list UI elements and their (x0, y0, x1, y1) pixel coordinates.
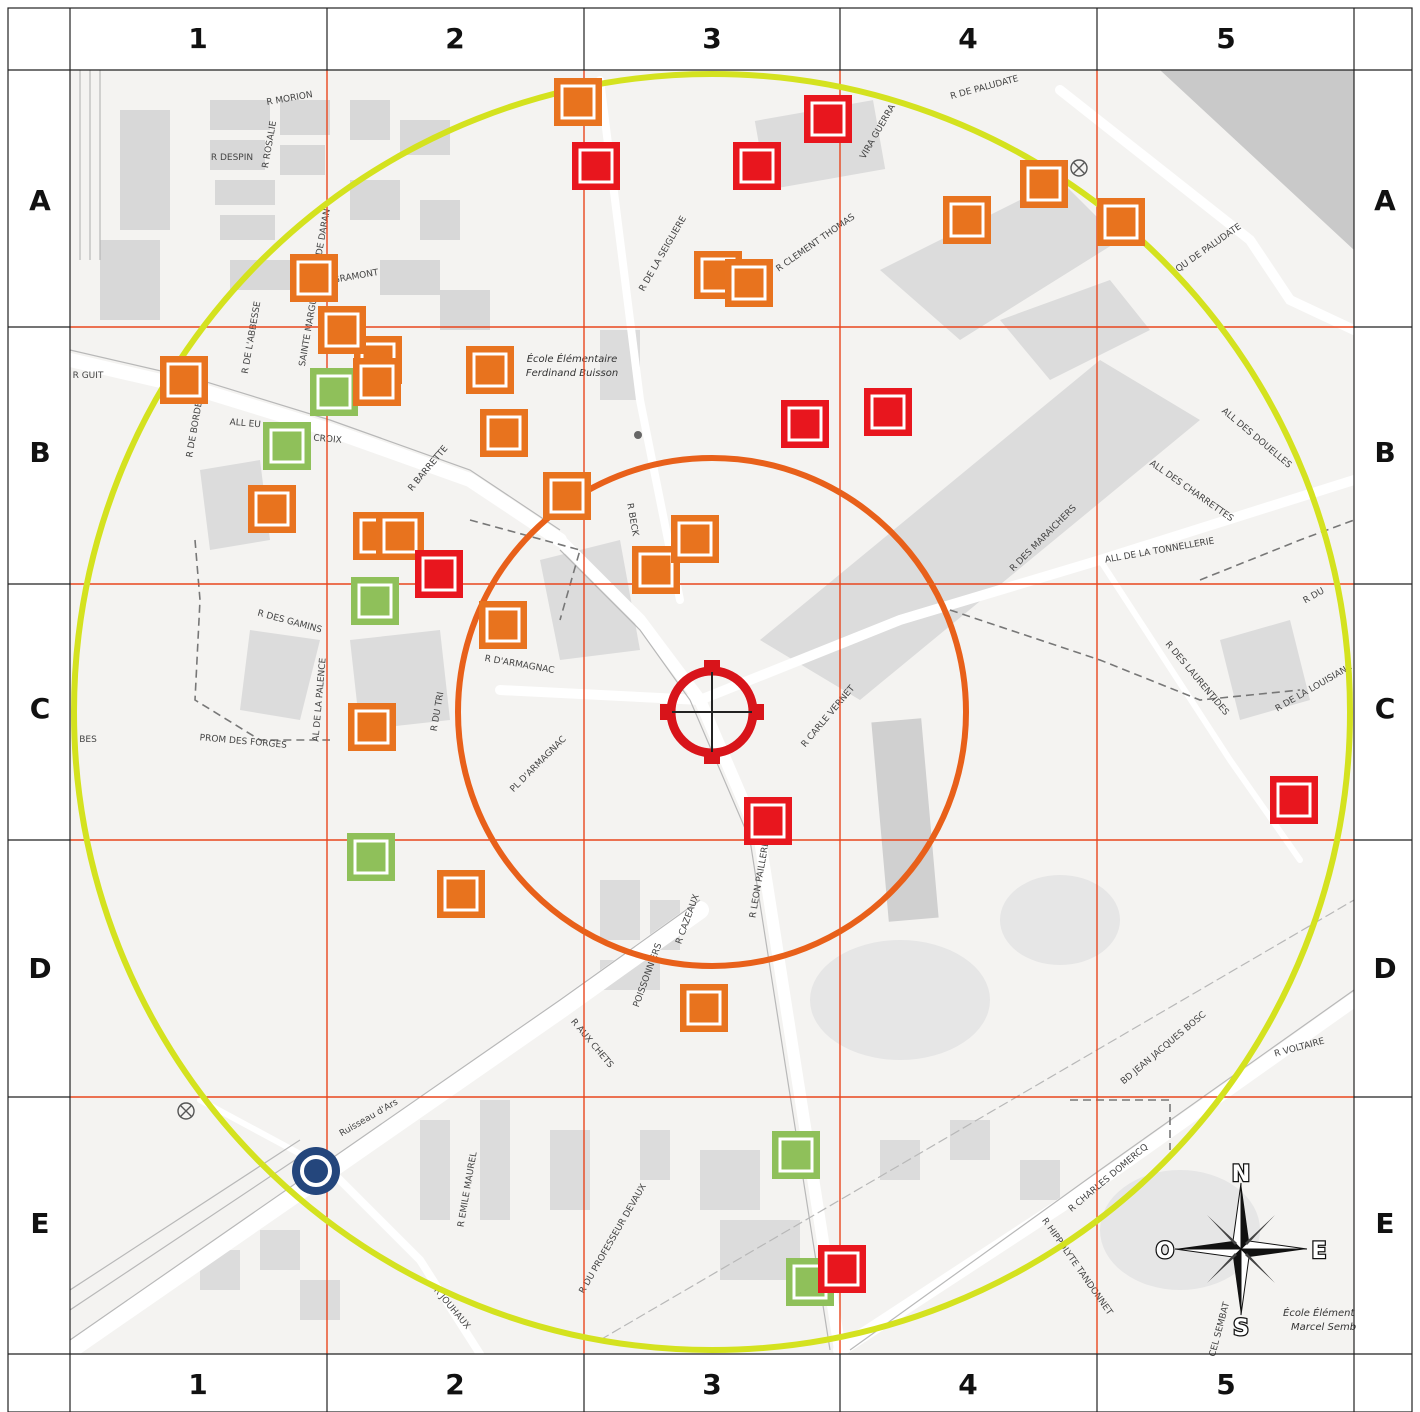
column-labels-top: 1 2 3 4 5 (188, 22, 1235, 55)
orange-marker[interactable] (437, 870, 485, 918)
street-label: BES (79, 735, 97, 745)
green-marker[interactable] (351, 577, 399, 625)
row-label: C (30, 692, 51, 725)
orange-marker[interactable] (1020, 160, 1068, 208)
red-marker[interactable] (804, 95, 852, 143)
inner-range-circle (455, 455, 969, 969)
orange-marker[interactable] (680, 984, 728, 1032)
red-marker[interactable] (818, 1245, 866, 1293)
school-label-line1: École Élémentaire (527, 352, 618, 365)
green-marker[interactable] (263, 422, 311, 470)
orange-marker[interactable] (290, 254, 338, 302)
map-feature-dot (634, 431, 642, 439)
col-label: 4 (958, 1368, 977, 1401)
roads (70, 76, 1354, 1354)
red-marker[interactable] (1270, 776, 1318, 824)
building-block (760, 360, 1200, 700)
building-block (1000, 280, 1150, 380)
col-label: 3 (702, 1368, 721, 1401)
building-block (240, 630, 320, 720)
row-label: A (1374, 184, 1396, 217)
compass-west: O (1156, 1239, 1175, 1264)
orange-marker[interactable] (318, 306, 366, 354)
row-labels-left: A B C D E (28, 184, 51, 1240)
parkland (810, 875, 1260, 1290)
orange-marker[interactable] (348, 703, 396, 751)
row-label: E (1375, 1207, 1394, 1240)
col-label: 4 (958, 22, 977, 55)
crossing-symbol (177, 159, 1088, 1120)
orange-marker[interactable] (466, 346, 514, 394)
orange-marker[interactable] (554, 78, 602, 126)
column-labels-bottom: 1 2 3 4 5 (188, 1368, 1235, 1401)
orange-marker[interactable] (248, 485, 296, 533)
frame-grid (7, 7, 1413, 1412)
grid-lines (70, 70, 1354, 1354)
street-label: ALL EU (229, 418, 261, 431)
red-marker[interactable] (781, 400, 829, 448)
red-marker[interactable] (572, 142, 620, 190)
red-marker[interactable] (744, 797, 792, 845)
row-label: A (29, 184, 51, 217)
building-block (1220, 620, 1310, 720)
red-marker[interactable] (415, 550, 463, 598)
col-label: 2 (445, 1368, 464, 1401)
outer-range-circle (71, 71, 1353, 1353)
orange-marker[interactable] (943, 196, 991, 244)
orange-marker[interactable] (725, 259, 773, 307)
compass-south: S (1233, 1316, 1249, 1341)
row-label: C (1375, 692, 1396, 725)
building-block (540, 540, 640, 660)
compass-east: E (1311, 1239, 1326, 1264)
orange-marker[interactable] (160, 356, 208, 404)
building-block (871, 718, 939, 922)
row-labels-right: A B C D E (1373, 184, 1396, 1240)
school-label-line2: Ferdinand Buisson (526, 368, 618, 379)
orange-marker[interactable] (671, 515, 719, 563)
orange-marker[interactable] (632, 546, 680, 594)
street-label: R DESPIN (211, 153, 253, 163)
green-marker[interactable] (772, 1131, 820, 1179)
red-marker[interactable] (733, 142, 781, 190)
col-label: 1 (188, 1368, 207, 1401)
school-label-line2: Marcel Semb (1291, 1322, 1356, 1333)
building-block (754, 100, 886, 190)
orange-marker[interactable] (1097, 198, 1145, 246)
origin-marker[interactable] (292, 1147, 340, 1195)
row-label: B (1374, 436, 1395, 469)
orange-marker[interactable] (543, 472, 591, 520)
building-block (880, 180, 1120, 340)
row-label: E (30, 1207, 49, 1240)
row-label: B (29, 436, 50, 469)
orange-marker[interactable] (480, 409, 528, 457)
compass-north: N (1232, 1162, 1250, 1187)
col-label: 5 (1216, 22, 1235, 55)
green-marker[interactable] (347, 833, 395, 881)
orange-marker[interactable] (376, 512, 424, 560)
housing-blocks (100, 100, 490, 330)
school-label-line1: École Élément (1283, 1306, 1356, 1319)
red-marker[interactable] (864, 388, 912, 436)
paths (194, 519, 1354, 1150)
orange-marker[interactable] (353, 358, 401, 406)
river-water (1160, 70, 1354, 250)
street-label: R GUIT (73, 371, 104, 381)
markers-layer (160, 78, 1318, 1306)
col-label: 5 (1216, 1368, 1235, 1401)
orange-marker[interactable] (479, 601, 527, 649)
row-label: D (28, 952, 51, 985)
row-label: D (1373, 952, 1396, 985)
col-label: 2 (445, 22, 464, 55)
green-marker[interactable] (310, 368, 358, 416)
col-label: 3 (702, 22, 721, 55)
target-crosshair[interactable] (660, 660, 764, 764)
compass-rose: N S E O (1154, 1161, 1327, 1343)
col-label: 1 (188, 22, 207, 55)
